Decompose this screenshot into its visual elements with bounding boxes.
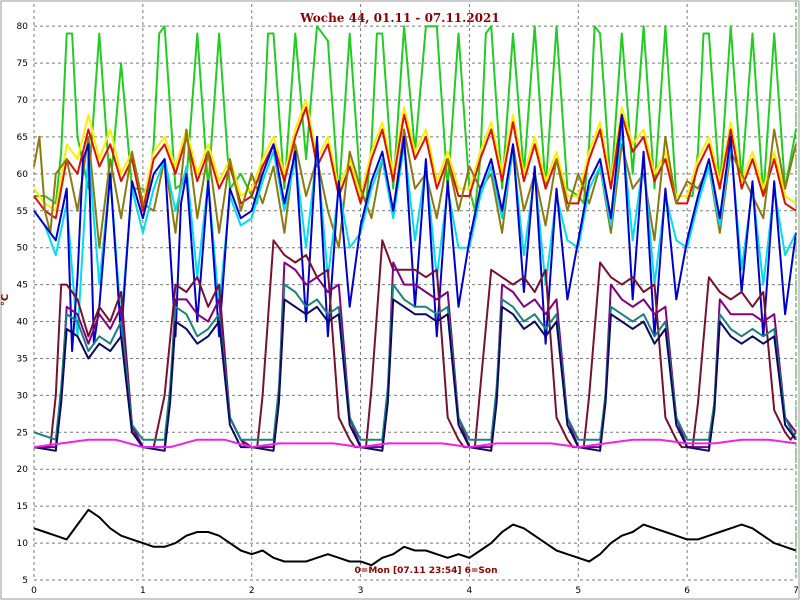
x-tick-label: 6 xyxy=(684,586,690,596)
y-axis-label: °C xyxy=(0,294,11,306)
x-tick-label: 7 xyxy=(793,586,799,596)
y-tick-label: 25 xyxy=(17,428,28,438)
series-line-10 xyxy=(33,438,797,449)
chart-series-group xyxy=(33,25,797,567)
series-line-11 xyxy=(33,508,797,567)
y-tick-label: 65 xyxy=(17,133,28,143)
x-tick-label: 0 xyxy=(31,586,37,596)
x-tick-label: 4 xyxy=(467,586,473,596)
series-line-5 xyxy=(33,113,797,353)
y-tick-label: 55 xyxy=(17,207,28,217)
y-tick-label: 35 xyxy=(17,354,28,364)
y-tick-label: 45 xyxy=(17,281,28,291)
x-tick-label: 5 xyxy=(575,586,581,596)
series-line-4 xyxy=(33,128,797,338)
y-tick-label: 30 xyxy=(17,391,29,401)
y-tick-label: 15 xyxy=(17,502,28,512)
y-tick-label: 70 xyxy=(17,96,29,106)
series-line-9 xyxy=(33,298,797,452)
y-tick-label: 60 xyxy=(17,170,29,180)
series-line-2 xyxy=(33,106,797,220)
series-line-0 xyxy=(34,25,797,212)
x-tick-label: 1 xyxy=(140,586,146,596)
series-line-3 xyxy=(33,128,797,249)
series-line-1 xyxy=(33,99,797,212)
chart-footer-legend: 0=Mon [07.11 23:54] 6=Son xyxy=(355,566,498,576)
x-tick-label: 3 xyxy=(358,586,364,596)
y-tick-label: 5 xyxy=(22,576,28,586)
y-axis-ticks: 5 10 15 20 25 30 35 40 45 50 55 60 65 70 75 80 xyxy=(17,22,29,586)
y-tick-label: 75 xyxy=(17,59,28,69)
y-tick-label: 80 xyxy=(17,22,29,32)
x-axis-ticks: 0 1 2 3 4 5 6 7 xyxy=(31,586,799,596)
y-tick-label: 40 xyxy=(17,318,29,328)
chart-title: Woche 44, 01.11 - 07.11.2021 xyxy=(299,11,499,25)
y-tick-label: 20 xyxy=(17,465,29,475)
y-tick-label: 10 xyxy=(17,539,29,549)
x-tick-label: 2 xyxy=(249,586,255,596)
y-tick-label: 50 xyxy=(17,244,29,254)
